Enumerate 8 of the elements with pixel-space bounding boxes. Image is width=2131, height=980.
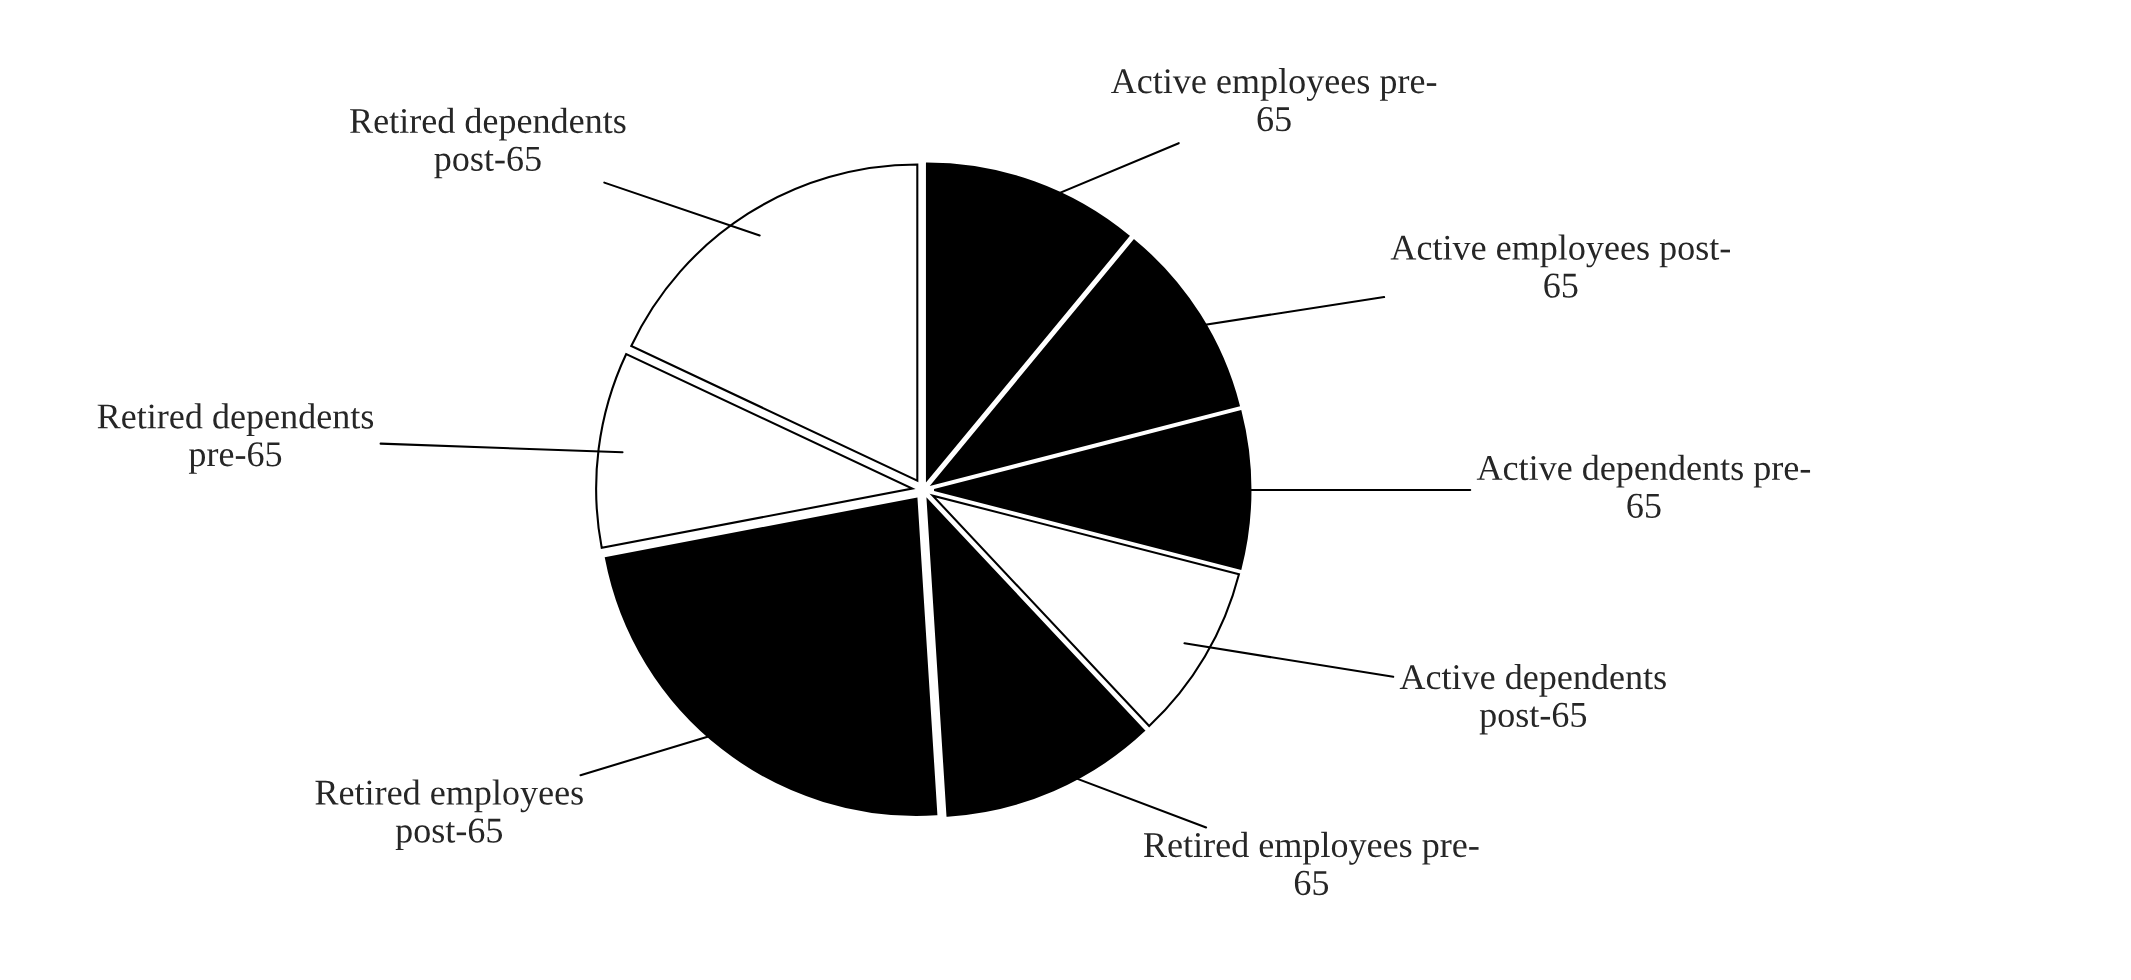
slice-label: Active dependents pre- 65 [1476,454,1811,518]
slice-label: Active dependents post-65 [1399,663,1666,735]
slice-label: Retired employees pre- 65 [1143,831,1479,896]
slice-label: Retired dependents pre-65 [97,403,374,474]
slice-label: Active employees pre- 65 [1111,68,1437,132]
slice-label: Retired employees post-65 [315,779,583,851]
slice-label: Active employees post- 65 [1390,234,1730,298]
slice-label: Retired dependents post-65 [350,107,626,179]
